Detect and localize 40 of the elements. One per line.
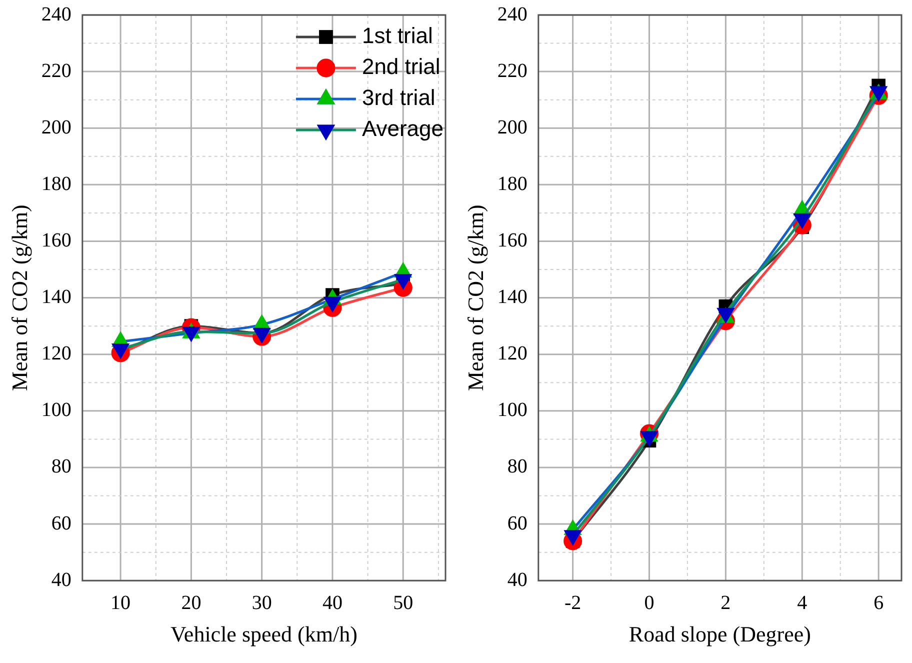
x-axis-title: Vehicle speed (km/h) [170, 622, 358, 647]
y-tick-label: 240 [497, 3, 528, 26]
y-tick-label: 80 [51, 456, 72, 478]
y-tick-label: 220 [497, 60, 528, 82]
legend-label: 3rd trial [362, 85, 436, 110]
x-tick-label: 20 [181, 592, 202, 614]
y-tick-label: 160 [497, 229, 528, 252]
y-tick-label: 180 [497, 172, 528, 195]
x-tick-label: 50 [393, 592, 414, 614]
y-tick-label: 40 [507, 568, 528, 591]
y-tick-label: 40 [51, 568, 72, 591]
x-tick-label: 4 [797, 592, 808, 614]
x-tick-label: 0 [644, 592, 654, 614]
legend-label: 1st trial [362, 23, 433, 48]
y-tick-label: 80 [507, 456, 528, 478]
y-axis-title: Mean of CO2 (g/km) [6, 204, 32, 391]
y-tick-label: 200 [497, 116, 528, 138]
y-tick-label: 60 [51, 512, 72, 534]
x-tick-label: 40 [322, 592, 342, 614]
y-tick-label: 220 [41, 60, 72, 82]
y-tick-label: 140 [497, 286, 528, 308]
x-tick-label: 30 [252, 592, 272, 614]
x-tick-label: 10 [110, 592, 131, 614]
y-tick-label: 100 [41, 399, 72, 422]
y-tick-label: 160 [41, 229, 72, 252]
x-tick-label: -2 [564, 592, 582, 614]
y-tick-label: 200 [41, 116, 72, 138]
x-tick-label: 2 [720, 592, 731, 614]
y-tick-label: 120 [497, 342, 528, 365]
legend-label: 2nd trial [362, 54, 440, 80]
y-tick-label: 140 [41, 286, 72, 308]
y-axis-title: Mean of CO2 (g/km) [462, 204, 488, 391]
x-tick-label: 6 [874, 592, 884, 614]
y-tick-label: 100 [497, 399, 528, 422]
y-tick-label: 120 [41, 342, 72, 365]
x-axis-title: Road slope (Degree) [628, 622, 811, 647]
y-tick-label: 180 [41, 172, 72, 195]
y-tick-label: 240 [41, 3, 72, 26]
legend-label: Average [362, 116, 444, 142]
y-tick-label: 60 [507, 512, 528, 534]
